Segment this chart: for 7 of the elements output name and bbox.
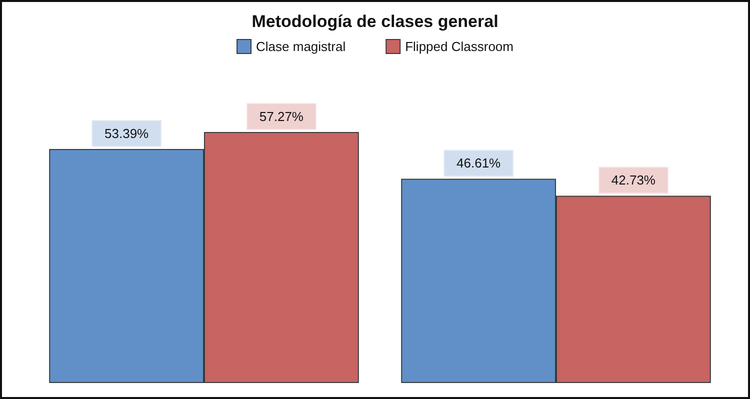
- data-label: 42.73%: [611, 172, 656, 188]
- legend-label: Clase magistral: [256, 39, 346, 54]
- legend-label: Flipped Classroom: [405, 39, 514, 54]
- chart-title: Metodología de clases general: [252, 12, 498, 31]
- data-label: 46.61%: [456, 156, 502, 171]
- data-label: 57.27%: [259, 108, 304, 124]
- data-label: 53.39%: [104, 126, 150, 141]
